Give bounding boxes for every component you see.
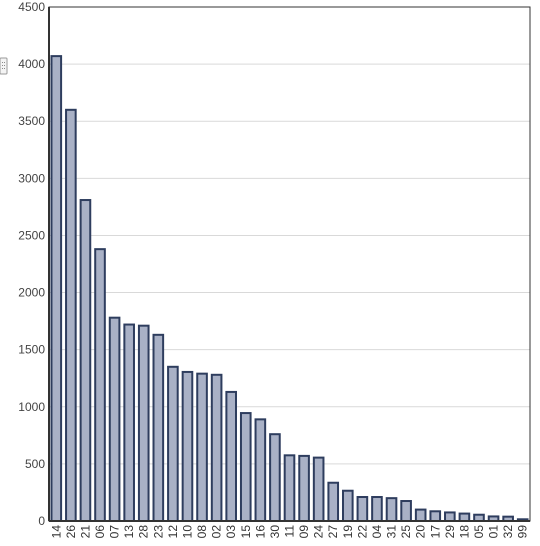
x-tick-label: 08: [195, 525, 209, 539]
x-tick-label: 29: [443, 525, 457, 539]
bar-21[interactable]: [79, 199, 92, 522]
x-tick-label: 18: [457, 525, 471, 539]
x-tick-label: 12: [166, 525, 180, 539]
x-tick-label: 09: [297, 525, 311, 539]
x-tick-label: 30: [268, 525, 282, 539]
bar-30[interactable]: [269, 433, 281, 522]
bar-04[interactable]: [371, 496, 383, 523]
bar-31[interactable]: [385, 497, 398, 522]
bar-23[interactable]: [152, 333, 165, 522]
bar-25[interactable]: [400, 500, 412, 522]
x-tick-label: 04: [370, 525, 384, 539]
x-tick-label: 14: [49, 525, 63, 539]
bar-12[interactable]: [167, 365, 179, 522]
x-tick-label: 21: [78, 525, 92, 539]
resize-handle-icon[interactable]: [0, 57, 8, 75]
bar-26[interactable]: [65, 108, 77, 523]
bar-20[interactable]: [414, 508, 427, 523]
bars: [50, 55, 529, 523]
bar-15[interactable]: [239, 412, 252, 522]
x-tick-label: 02: [210, 525, 224, 539]
x-tick-label: 26: [64, 525, 78, 539]
y-tick-labels: 0 500 1000 1500 2000 2500 3000 3500 4000 4500: [18, 0, 45, 528]
x-tick-label: 31: [385, 525, 399, 539]
x-tick-label: 32: [501, 525, 515, 539]
bar-08[interactable]: [196, 372, 208, 522]
y-tick-label: 1500: [18, 343, 45, 357]
y-tick-label: 1000: [18, 400, 45, 414]
x-tick-label: 23: [151, 525, 165, 539]
bar-18[interactable]: [458, 512, 471, 523]
x-tick-label: 27: [326, 525, 340, 539]
x-tick-label: 17: [428, 525, 442, 539]
bar-07[interactable]: [108, 316, 121, 522]
plot-frame: [48, 6, 531, 522]
x-tick-label: 20: [414, 525, 428, 539]
x-tick-label: 07: [108, 525, 122, 539]
y-tick-label: 4000: [18, 57, 45, 71]
x-tick-label: 25: [399, 525, 413, 539]
y-tick-label: 0: [38, 514, 45, 528]
grid-lines: [49, 63, 530, 465]
y-tick-label: 4500: [18, 0, 45, 14]
axes: [48, 6, 531, 522]
bar-16[interactable]: [254, 418, 267, 522]
x-tick-label: 10: [180, 525, 194, 539]
x-tick-label: 19: [341, 525, 355, 539]
x-tick-labels: 14 26 21 06 07 13 28 23 12 10 08 02 03 15 16 30 11 09 24 27…: [49, 525, 529, 539]
x-tick-label: 13: [122, 525, 136, 539]
bar-03[interactable]: [225, 390, 238, 522]
y-tick-label: 3000: [18, 171, 45, 185]
bar-24[interactable]: [312, 456, 325, 522]
bar-19[interactable]: [341, 489, 354, 522]
x-tick-label: 11: [283, 525, 297, 538]
bar-14[interactable]: [50, 55, 63, 522]
y-tick-label: 2500: [18, 228, 45, 242]
x-tick-label: 03: [224, 525, 238, 539]
x-tick-label: 24: [312, 525, 326, 539]
bar-11[interactable]: [283, 454, 296, 523]
bar-27[interactable]: [327, 481, 340, 523]
bar-22[interactable]: [356, 496, 369, 523]
x-tick-label: 16: [253, 525, 267, 539]
y-tick-label: 3500: [18, 114, 45, 128]
x-tick-label: 15: [239, 525, 253, 539]
bar-02[interactable]: [210, 373, 223, 522]
bar-28[interactable]: [137, 324, 150, 522]
x-tick-label: 06: [93, 525, 107, 539]
bar-13[interactable]: [123, 323, 135, 522]
bar-10[interactable]: [181, 370, 194, 522]
y-tick-label: 500: [25, 457, 45, 471]
bar-17[interactable]: [429, 510, 442, 522]
x-tick-label: 99: [516, 525, 530, 539]
x-tick-label: 01: [487, 525, 501, 539]
bar-29[interactable]: [444, 511, 456, 523]
x-tick-label: 05: [472, 525, 486, 539]
bar-09[interactable]: [298, 454, 310, 523]
y-tick-label: 2000: [18, 286, 45, 300]
x-tick-label: 22: [355, 525, 369, 539]
x-tick-label: 28: [137, 525, 151, 539]
bar-06[interactable]: [94, 248, 106, 522]
